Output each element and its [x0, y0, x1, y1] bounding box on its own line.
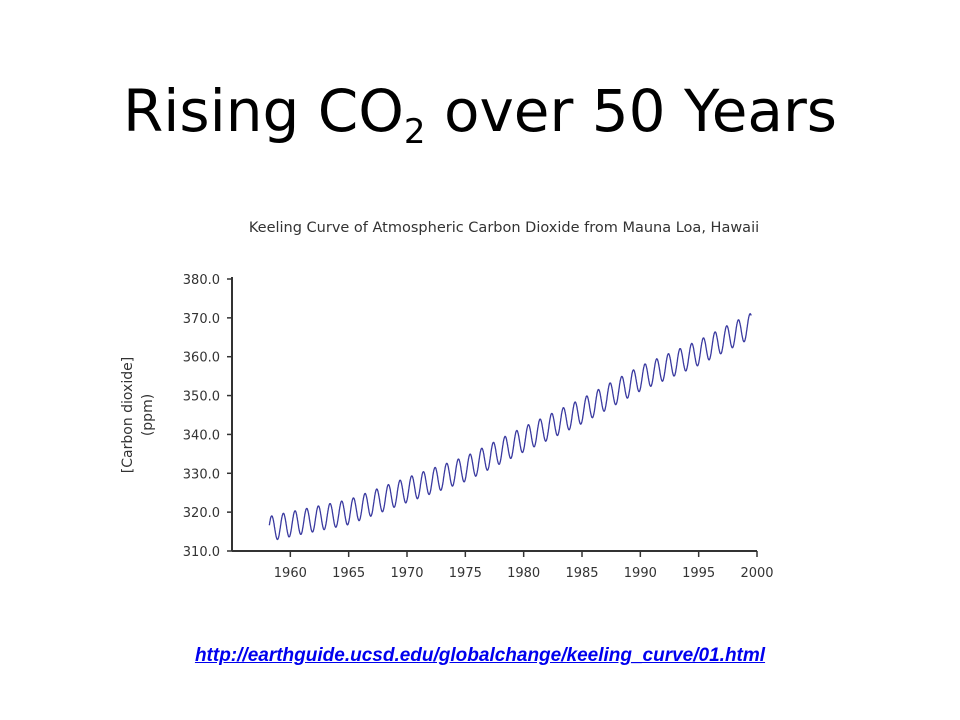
y-tick-label: 320.0	[183, 506, 220, 521]
title-text: Rising CO	[122, 77, 404, 145]
y-tick-label: 330.0	[183, 467, 220, 482]
chart-ticks: 380.0 370.0 360.0 350.0 340.0 330.0 320.0 310.0…	[183, 273, 774, 581]
slide-title: Rising CO2 over 50 Years	[0, 82, 960, 149]
y-tick-label: 350.0	[183, 390, 220, 405]
y-tick-label: 380.0	[183, 273, 220, 288]
y-tick-label: 340.0	[183, 428, 220, 443]
y-axis-label-line1: [Carbon dioxide]	[120, 357, 136, 473]
y-tick-label: 370.0	[183, 312, 220, 327]
x-tick-label: 1975	[449, 566, 482, 581]
x-tick-label: 2000	[740, 566, 773, 581]
x-tick-label: 1965	[332, 566, 365, 581]
chart-series	[268, 312, 752, 541]
x-tick-label: 1995	[682, 566, 715, 581]
y-axis-label: [Carbon dioxide] (ppm)	[120, 357, 156, 473]
y-axis-label-line2: (ppm)	[140, 394, 156, 436]
y-tick-label: 360.0	[183, 351, 220, 366]
x-tick-label: 1990	[624, 566, 657, 581]
chart-title: Keeling Curve of Atmospheric Carbon Diox…	[249, 220, 759, 236]
y-tick-label: 310.0	[183, 545, 220, 560]
co2-series-line	[268, 312, 752, 541]
x-tick-label: 1985	[565, 566, 598, 581]
title-subscript: 2	[403, 112, 426, 152]
source-link[interactable]: http://earthguide.ucsd.edu/globalchange/…	[194, 645, 766, 666]
x-tick-label: 1980	[507, 566, 540, 581]
title-text-suffix: over 50 Years	[425, 77, 838, 145]
x-tick-label: 1970	[390, 566, 423, 581]
x-tick-label: 1960	[274, 566, 307, 581]
chart-axes	[231, 277, 757, 552]
